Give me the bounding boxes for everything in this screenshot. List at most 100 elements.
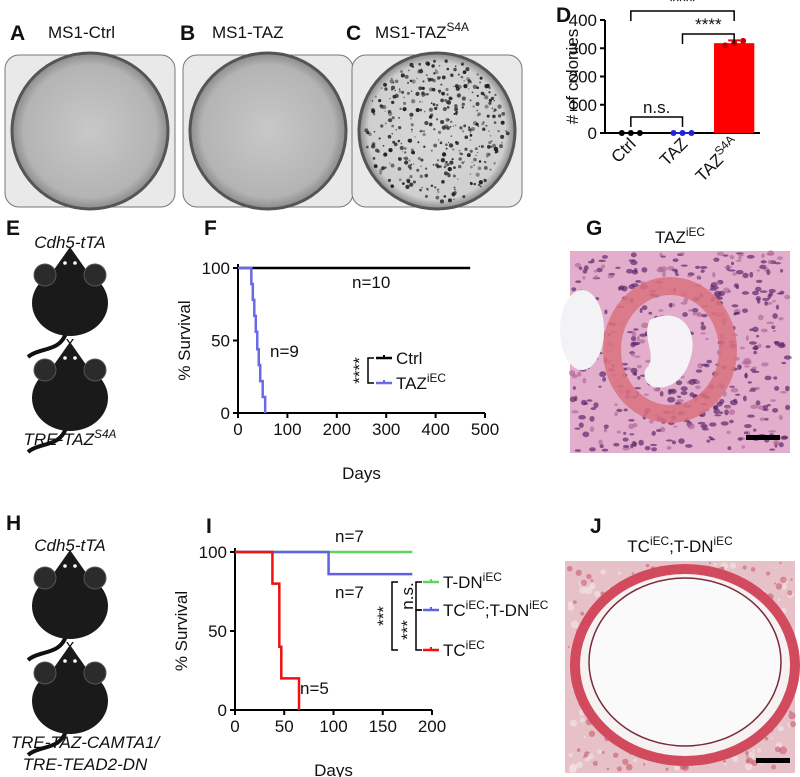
tissue-spot bbox=[642, 763, 646, 766]
colony bbox=[454, 84, 459, 88]
significance-bracket bbox=[681, 33, 735, 44]
tissue-spot bbox=[766, 571, 771, 576]
colony bbox=[394, 79, 399, 84]
colony bbox=[370, 144, 376, 149]
nucleus bbox=[577, 371, 582, 377]
colony bbox=[400, 73, 405, 78]
tissue-spot bbox=[775, 583, 783, 590]
colony bbox=[438, 65, 441, 67]
colony bbox=[485, 124, 488, 127]
colony bbox=[453, 166, 456, 169]
x-tick-label: 0 bbox=[233, 420, 242, 439]
nucleus bbox=[574, 427, 581, 430]
legend-label: TCiEC bbox=[443, 638, 485, 660]
tissue-spot bbox=[579, 586, 587, 594]
colony bbox=[455, 110, 458, 114]
nucleus bbox=[635, 280, 642, 283]
nucleus bbox=[723, 287, 731, 294]
nucleus bbox=[666, 446, 672, 450]
colony bbox=[384, 166, 387, 169]
nucleus bbox=[785, 385, 790, 392]
nucleus bbox=[667, 396, 676, 403]
colony bbox=[480, 144, 484, 148]
y-tick-label: 0 bbox=[588, 124, 597, 143]
nucleus bbox=[747, 430, 751, 436]
nucleus bbox=[659, 391, 664, 397]
colony bbox=[424, 121, 429, 126]
superscript: iEC bbox=[714, 534, 734, 548]
colony bbox=[488, 130, 490, 132]
colony bbox=[480, 185, 482, 188]
nucleus bbox=[641, 322, 649, 329]
colony bbox=[505, 129, 508, 133]
colony bbox=[447, 142, 450, 144]
data-point bbox=[627, 130, 634, 136]
x-axis-title: Days bbox=[342, 464, 381, 483]
nucleus bbox=[589, 447, 596, 452]
data-point bbox=[618, 130, 625, 136]
y-tick-label: 0 bbox=[218, 701, 227, 720]
tissue-spot bbox=[745, 757, 754, 765]
colony bbox=[463, 124, 467, 128]
colony bbox=[475, 172, 480, 177]
colony bbox=[441, 75, 446, 80]
colony bbox=[489, 168, 492, 171]
nucleus bbox=[616, 408, 623, 413]
tissue-spot bbox=[585, 586, 593, 595]
mouse-tail bbox=[26, 730, 68, 757]
colony bbox=[419, 188, 422, 192]
tissue-spot bbox=[580, 611, 585, 616]
tissue-spot bbox=[729, 562, 737, 569]
nucleus bbox=[742, 272, 749, 279]
colony bbox=[389, 162, 391, 164]
nucleus bbox=[730, 387, 739, 393]
nucleus bbox=[615, 266, 621, 269]
colony bbox=[497, 114, 502, 118]
colony bbox=[476, 73, 479, 76]
colony bbox=[399, 107, 402, 111]
colony bbox=[463, 80, 465, 82]
colony bbox=[453, 191, 457, 195]
colony bbox=[496, 150, 499, 153]
colony bbox=[439, 199, 445, 204]
colony bbox=[457, 164, 462, 169]
colony bbox=[446, 100, 451, 105]
colony bbox=[434, 69, 437, 71]
nucleus bbox=[630, 352, 635, 357]
colony bbox=[458, 149, 461, 152]
nucleus bbox=[766, 321, 775, 325]
nucleus bbox=[634, 386, 642, 390]
nucleus bbox=[699, 265, 708, 269]
mouse-eye bbox=[73, 564, 77, 568]
mouse-head bbox=[46, 645, 94, 679]
tissue-spot bbox=[774, 582, 777, 585]
nucleus bbox=[598, 385, 602, 388]
colony bbox=[469, 182, 473, 186]
y-tick-label: 400 bbox=[569, 11, 597, 30]
colony bbox=[419, 130, 421, 133]
nucleus bbox=[688, 379, 696, 385]
nucleus bbox=[675, 273, 680, 276]
nucleus bbox=[768, 430, 777, 433]
y-tick-label: 100 bbox=[199, 543, 227, 562]
colony bbox=[415, 91, 420, 96]
colony bbox=[456, 93, 462, 98]
nucleus bbox=[745, 335, 749, 341]
colony bbox=[473, 182, 476, 186]
x-tick-label: 300 bbox=[372, 420, 400, 439]
nucleus bbox=[737, 254, 745, 257]
x-tick-label: TAZS4A bbox=[690, 132, 743, 185]
nucleus bbox=[714, 281, 721, 285]
colony bbox=[488, 86, 491, 90]
colony bbox=[486, 114, 490, 118]
nucleus bbox=[741, 291, 750, 295]
nucleus bbox=[768, 288, 776, 293]
genotype: TRE-TAZ-CAMTA1/ bbox=[11, 733, 162, 752]
colony bbox=[380, 124, 384, 128]
colony bbox=[447, 118, 450, 121]
panel-label: A bbox=[10, 22, 25, 45]
colony bbox=[469, 149, 473, 153]
mouse-body bbox=[32, 365, 108, 431]
colony bbox=[461, 96, 466, 101]
nucleus bbox=[677, 395, 682, 398]
